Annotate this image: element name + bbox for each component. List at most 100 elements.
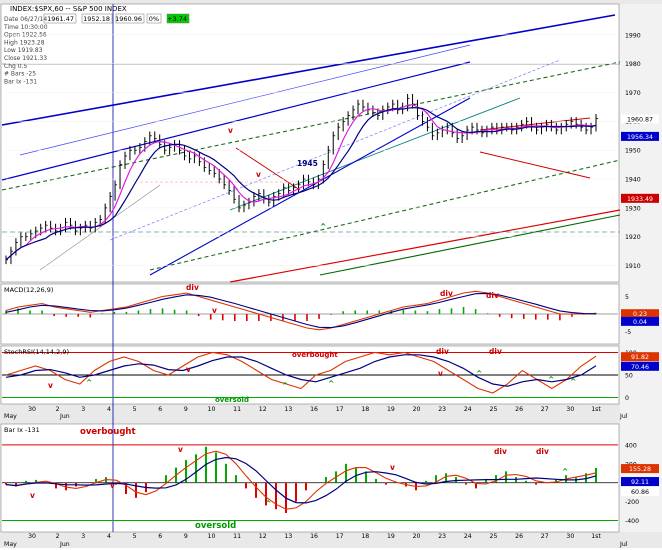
right-label-value: 91.82: [631, 354, 649, 361]
x-tick-label: 3: [81, 406, 85, 413]
x-tick-label-bottom: 19: [387, 533, 395, 540]
trend-line: [235, 147, 301, 191]
x-tick-label: 16: [310, 406, 318, 413]
right-label-value: 92.11: [631, 479, 649, 486]
trend-line: [39, 184, 161, 271]
x-tick-label: 25: [490, 406, 498, 413]
x-tick-label-bottom: 30: [566, 533, 574, 540]
x-tick-label: 17: [336, 406, 344, 413]
y-tick-label: 1940: [625, 177, 641, 184]
quote-box: [115, 13, 145, 24]
annotation-label: ^: [562, 467, 568, 476]
annotation-label: overbought: [80, 427, 136, 437]
annotation-label: ^: [265, 499, 271, 508]
right-label-box: [621, 114, 659, 124]
annotation-label: div: [494, 447, 507, 456]
annotation-label: ^: [476, 369, 482, 378]
barix-marks: [2, 444, 618, 522]
annotation-label: v: [228, 126, 233, 135]
annotation-label: ^: [548, 375, 554, 384]
y-tick-label: 1990: [625, 32, 641, 39]
x-tick-label-bottom: 13: [284, 533, 292, 540]
info-line: Time 10:30:00: [3, 24, 48, 31]
right-label-box: [621, 477, 659, 487]
info-line: Close 1921.33: [4, 55, 47, 62]
quote-box: [43, 13, 77, 24]
y-tick-label: 1920: [625, 234, 641, 241]
x-tick-label-bottom: 30: [28, 533, 36, 540]
x-tick-label-bottom: 12: [259, 533, 267, 540]
x-tick-label-bottom: 6: [158, 533, 162, 540]
x-tick-label: 4: [107, 406, 111, 413]
annotation-label: oversold: [195, 521, 236, 531]
y-tick-label: 1970: [625, 90, 641, 97]
trend-line: [19, 44, 471, 156]
annotation-label: ^: [320, 222, 326, 231]
annotation-label: div: [489, 347, 502, 356]
annotation-label: v: [178, 445, 183, 454]
barix-tick-label: -200: [625, 499, 639, 506]
x-tick-label-bottom: 20: [413, 533, 421, 540]
x-tick-label-bottom: 23: [438, 533, 446, 540]
right-label-value: 70.46: [631, 364, 649, 371]
macd-panel-title: MACD(12,26,9): [4, 286, 53, 294]
ma-fast-line: [5, 103, 597, 261]
annotation-label: div: [186, 283, 199, 292]
main-panel-bg: [0, 3, 620, 283]
annotation-label: v: [48, 381, 53, 390]
trend-line: [149, 159, 621, 271]
trend-line: [149, 97, 471, 276]
x-tick-label-bottom: 26: [515, 533, 523, 540]
annotation-label: ^: [86, 378, 92, 387]
x-tick-label: 30: [566, 406, 574, 413]
y-tick-label: 1930: [625, 205, 641, 212]
x-tick-label: 11: [233, 406, 241, 413]
x-tick-label-bottom: 18: [361, 533, 369, 540]
x-tick-label: 1st: [591, 406, 601, 413]
month-label: Jun: [59, 413, 70, 420]
annotation-label: v: [438, 369, 443, 378]
x-tick-label: 24: [464, 406, 472, 413]
x-tick-label-bottom: 24: [464, 533, 472, 540]
annotation-label: v: [30, 491, 35, 500]
x-tick-label: 23: [438, 406, 446, 413]
right-label-box: [621, 487, 659, 497]
quote-value: 1960.96: [115, 15, 142, 23]
macd-tick-label: -5: [625, 329, 631, 336]
annotation-label: overbought: [292, 351, 338, 359]
barix-slow-line: [5, 456, 597, 504]
stoch-marks: [2, 351, 618, 398]
quote-box: [166, 13, 190, 24]
right-label-box: [621, 316, 659, 326]
stoch-k-line: [5, 351, 597, 394]
right-label-value: 1960.87: [627, 116, 653, 123]
right-value-labels: 1960.87 1956.34 1933.49 0.230.04 91.82 70.46 1…: [621, 114, 659, 497]
annotation-label: v: [110, 481, 115, 490]
info-line: # Bars -25: [4, 71, 36, 78]
month-label: Jul: [619, 413, 628, 420]
annotation-label: v: [390, 463, 395, 472]
right-axis-bg: [620, 4, 662, 532]
trend-line: [1, 61, 621, 191]
x-tick-label-bottom: 9: [184, 533, 188, 540]
info-line: Date 06/27/14: [4, 16, 47, 23]
x-tick-label: 27: [541, 406, 549, 413]
trend-line: [479, 151, 591, 179]
x-tick-label-bottom: 3: [81, 533, 85, 540]
annotation-label: div: [536, 447, 549, 456]
x-tick-label: 26: [515, 406, 523, 413]
right-label-box: [621, 464, 659, 474]
quote-box: [146, 13, 162, 24]
annotation-label: div: [440, 289, 453, 298]
x-tick-label-bottom: 16: [310, 533, 318, 540]
right-label-box: [621, 309, 659, 319]
info-line: Open 1922.56: [4, 32, 47, 39]
right-label-box: [621, 361, 659, 371]
month-label-bottom: May: [4, 541, 17, 548]
right-label-value: 0.04: [633, 319, 647, 326]
annotation-label: div: [486, 291, 499, 300]
x-tick-label: 5: [133, 406, 137, 413]
x-tick-label-bottom: 17: [336, 533, 344, 540]
